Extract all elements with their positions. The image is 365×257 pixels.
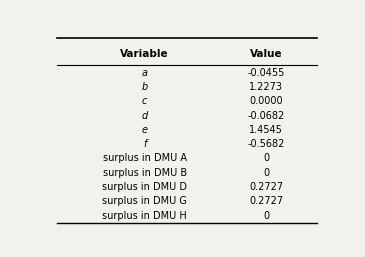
Text: b: b — [142, 82, 148, 92]
Text: e: e — [142, 125, 147, 135]
Text: 1.4545: 1.4545 — [249, 125, 283, 135]
Text: d: d — [142, 111, 148, 121]
Text: -0.5682: -0.5682 — [247, 139, 285, 149]
Text: Value: Value — [250, 49, 283, 59]
Text: 0.2727: 0.2727 — [249, 182, 283, 192]
Text: a: a — [142, 68, 147, 78]
Text: 1.2273: 1.2273 — [249, 82, 283, 92]
Text: surplus in DMU B: surplus in DMU B — [103, 168, 187, 178]
Text: 0: 0 — [263, 168, 269, 178]
Text: 0: 0 — [263, 153, 269, 163]
Text: c: c — [142, 96, 147, 106]
Text: 0.2727: 0.2727 — [249, 196, 283, 206]
Text: Variable: Variable — [120, 49, 169, 59]
Text: -0.0682: -0.0682 — [247, 111, 285, 121]
Text: surplus in DMU A: surplus in DMU A — [103, 153, 187, 163]
Text: surplus in DMU G: surplus in DMU G — [102, 196, 187, 206]
Text: 0.0000: 0.0000 — [249, 96, 283, 106]
Text: 0: 0 — [263, 211, 269, 221]
Text: surplus in DMU H: surplus in DMU H — [102, 211, 187, 221]
Text: -0.0455: -0.0455 — [247, 68, 285, 78]
Text: surplus in DMU D: surplus in DMU D — [102, 182, 187, 192]
Text: f: f — [143, 139, 146, 149]
